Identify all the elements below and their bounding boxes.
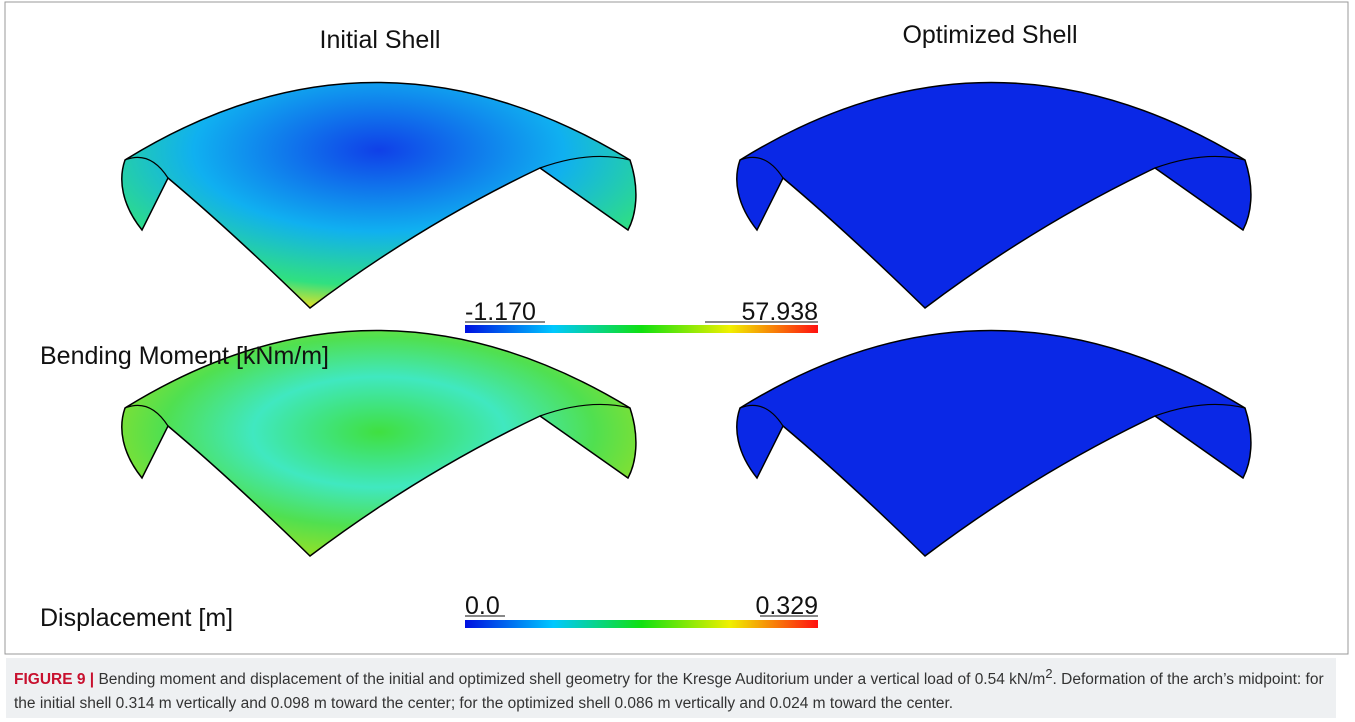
caption-label: FIGURE 9 | [14,671,94,688]
column-title: Initial Shell [320,26,441,54]
row-label: Bending Moment [kNm/m] [40,342,329,370]
caption-sup: 2 [1045,666,1052,681]
shell [737,331,1251,557]
colorbar [465,620,818,628]
colorbar [465,325,818,333]
shell [122,83,636,309]
shell [737,83,1251,309]
row-label: Displacement [m] [40,604,233,632]
caption: FIGURE 9 | Bending moment and displaceme… [6,658,1336,718]
page: Initial Shell Optimized Shell Bending Mo… [0,0,1355,722]
caption-text: Bending moment and displacement of the i… [94,671,1045,688]
figure: Initial Shell Optimized Shell Bending Mo… [0,0,1355,658]
column-title: Optimized Shell [902,21,1077,49]
